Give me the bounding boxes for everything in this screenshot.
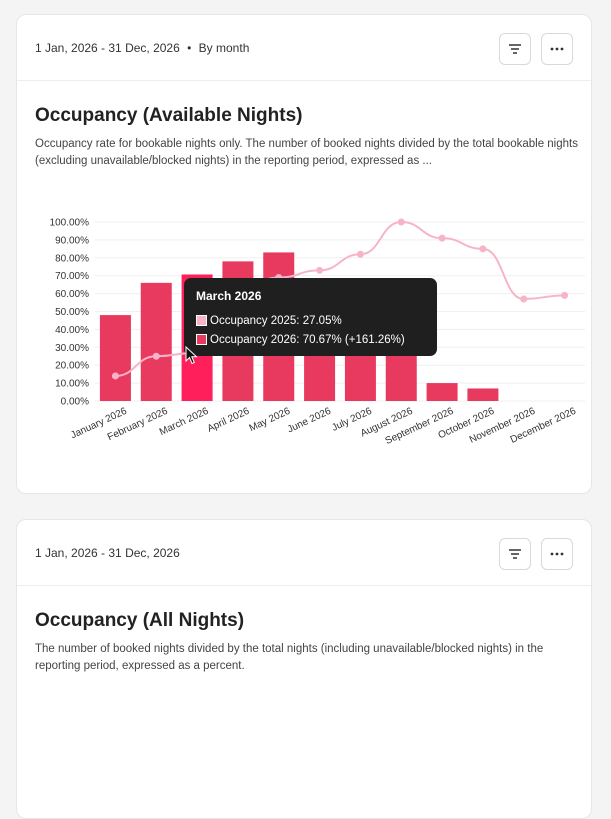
point-2025-7 [356,250,364,258]
bar-2 [140,282,172,401]
point-2025-10 [479,245,487,253]
bar-1 [99,315,131,401]
y-tick-label: 20.00% [55,361,89,372]
swatch-2025 [196,315,207,326]
date-range: 1 Jan, 2026 - 31 Dec, 2026 [35,41,180,55]
swatch-2026 [196,334,207,345]
y-tick-label: 100.00% [50,218,90,229]
filter-button[interactable] [499,538,531,570]
y-tick-label: 80.00% [55,253,89,264]
y-tick-label: 30.00% [55,343,89,354]
separator: • [187,41,192,55]
point-2025-6 [316,266,324,274]
point-2025-11 [520,295,528,303]
x-tick-label: September 2026 [384,406,456,447]
grouping: By month [198,41,250,55]
point-2025-1 [111,372,119,380]
card-header: 1 Jan, 2026 - 31 Dec, 2026 • By month [17,15,591,81]
date-range: 1 Jan, 2026 - 31 Dec, 2026 [35,546,180,560]
more-icon [550,47,564,51]
card-description: Occupancy rate for bookable nights only.… [35,138,578,167]
x-tick-label: May 2026 [248,406,293,435]
date-range-label: 1 Jan, 2026 - 31 Dec, 2026 • By month [35,41,249,55]
tooltip-value-2026: Occupancy 2026: 70.67% (+161.26%) [210,333,405,346]
y-tick-label: 0.00% [61,397,89,408]
occupancy-chart: 0.00% 10.00% 20.00% 30.00% 40.00% 50.00% 60.00… [50,218,585,447]
tooltip-value-2025: Occupancy 2025: 27.05% [210,314,342,327]
y-tick-label: 40.00% [55,325,89,336]
tooltip-title: March 2026 [196,289,262,303]
point-2025-9 [438,234,446,242]
point-2025-2 [152,352,160,360]
y-tick-label: 70.00% [55,271,89,282]
y-tick-label: 50.00% [55,307,89,318]
y-tick-label: 60.00% [55,289,89,300]
card-title: Occupancy (Available Nights) [35,105,303,126]
mouse-pointer-icon [185,346,198,365]
bar-10 [467,388,499,401]
x-tick-label: June 2026 [286,406,333,436]
card-title: Occupancy (All Nights) [35,610,245,631]
card-header: 1 Jan, 2026 - 31 Dec, 2026 [17,520,591,586]
y-tick-label: 90.00% [55,235,89,246]
tooltip-row-2025: Occupancy 2025: 27.05% [196,311,425,330]
more-button[interactable] [541,538,573,570]
filter-button[interactable] [499,33,531,65]
filter-icon [509,549,521,559]
occupancy-all-card: 1 Jan, 2026 - 31 Dec, 2026 Occupancy (Al… [16,519,592,819]
bar-9 [426,383,458,401]
more-icon [550,552,564,556]
card-description: The number of booked nights divided by t… [35,643,544,672]
point-2025-8 [397,218,405,226]
occupancy-available-card: 1 Jan, 2026 - 31 Dec, 2026 • By month Oc… [16,14,592,494]
tooltip-row-2026: Occupancy 2026: 70.67% (+161.26%) [196,330,425,349]
more-button[interactable] [541,33,573,65]
point-2025-12 [561,291,569,299]
chart-tooltip: March 2026 Occupancy 2025: 27.05% Occupa… [184,278,437,356]
filter-icon [509,44,521,54]
x-tick-label: April 2026 [206,406,252,435]
y-tick-label: 10.00% [55,379,89,390]
